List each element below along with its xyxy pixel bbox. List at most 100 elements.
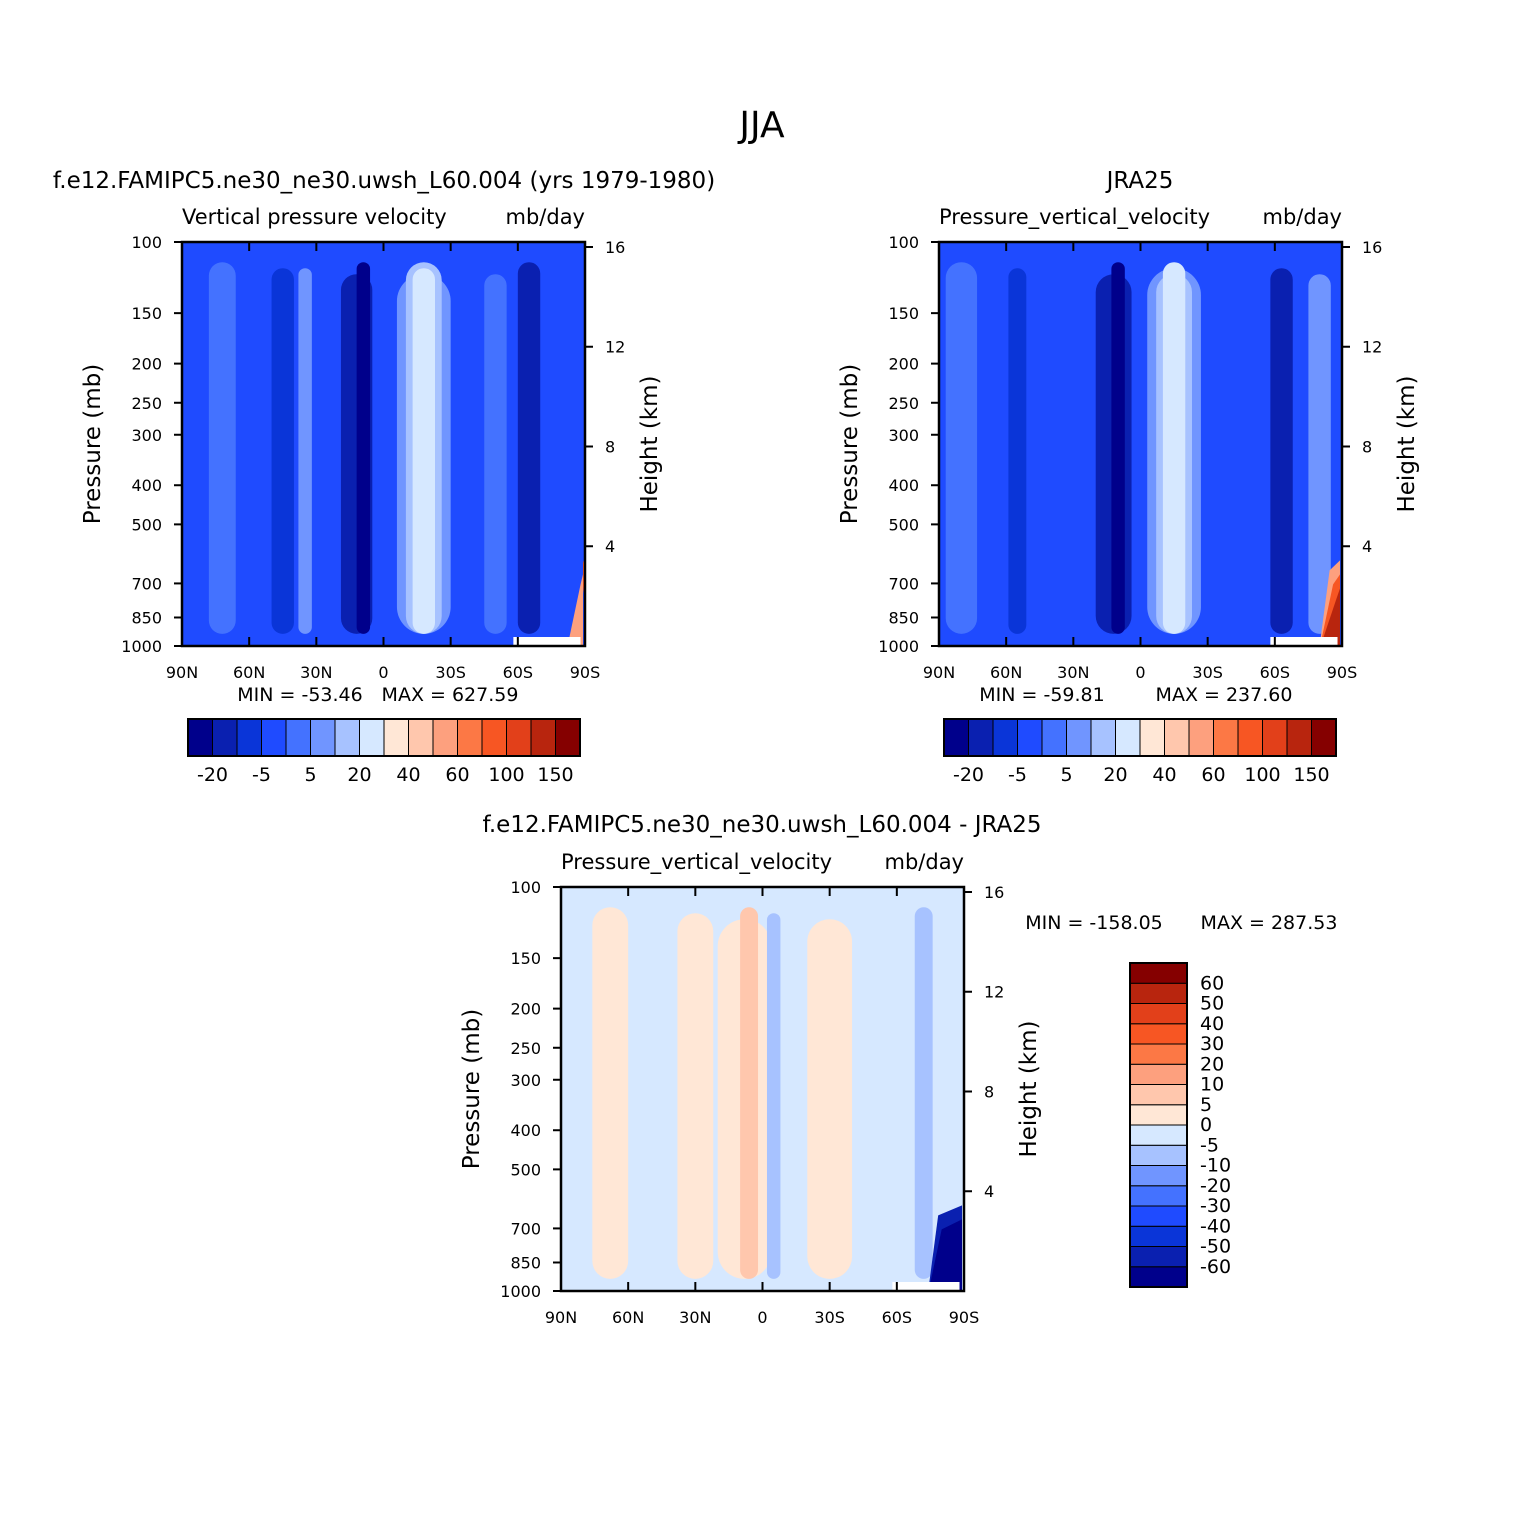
panel-3-colorbar-label: 60 [1200, 972, 1224, 994]
panel-3-contour-field [561, 887, 964, 1291]
panel-1-colorbar-box [530, 718, 556, 757]
panel-2-contour-band [1270, 268, 1293, 634]
panel-3-x-tick-label: 60S [882, 1308, 913, 1327]
panel-2-contour-band [1308, 274, 1331, 634]
panel-1-y-tick-label: 1000 [121, 637, 162, 656]
panel-2-x-tick-label: 60N [990, 663, 1022, 682]
panel-1-colorbar-label: 40 [396, 764, 420, 786]
panel-1-x-tick-label: 30N [300, 663, 332, 682]
panel-3-y-tick-label: 250 [510, 1039, 541, 1058]
panel-1-terrain-mask [513, 637, 581, 646]
panel-3-colorbar-label: -50 [1200, 1236, 1231, 1258]
panel-2-colorbar-box [1262, 718, 1288, 757]
panel-2-colorbar: -20 -5 5 20 40 60 100 150 [943, 718, 1337, 786]
panel-1-x-tick-label: 60S [503, 663, 534, 682]
panel-3-colorbar-label: 40 [1200, 1013, 1224, 1035]
panel-3-colorbar-box [1129, 962, 1188, 984]
panel-1-contour-band [208, 262, 236, 634]
panel-1-colorbar-box [261, 718, 287, 757]
panel-3-colorbar-box [1129, 1205, 1188, 1227]
panel-1-y-tick-label: 100 [131, 233, 162, 252]
panel-1-y-axis-title: Pressure (mb) [80, 364, 106, 524]
panel-3-colorbar-box [1129, 1246, 1188, 1268]
panel-1-colorbar-box [187, 718, 213, 757]
panel-3-terrain-mask [892, 1282, 960, 1291]
panel-1-surface-band [567, 574, 583, 646]
panel-2-colorbar-label: 100 [1244, 764, 1280, 786]
panel-3-colorbar-box [1129, 1165, 1188, 1187]
panel-1-colorbar-label: 20 [347, 764, 371, 786]
panel-1-colorbar-box [506, 718, 532, 757]
panel-3-colorbar-box [1129, 1266, 1188, 1288]
panel-2-colorbar-box [1213, 718, 1239, 757]
panel-2-colorbar-label: -5 [1008, 764, 1027, 786]
panel-3-colorbar-box [1129, 1144, 1188, 1166]
panel-1-colorbar-box [481, 718, 507, 757]
panel-3-x-tick-label: 30N [679, 1308, 711, 1327]
panel-3-colorbar-label: 10 [1200, 1074, 1224, 1096]
panel-1-colorbar-box [212, 718, 238, 757]
panel-1-x-tick-label: 90S [570, 663, 601, 682]
panel-2-colorbar-box [1115, 718, 1141, 757]
panel-3-x-tick-label: 60N [612, 1308, 644, 1327]
panel-2-contour-band [1111, 262, 1125, 634]
panel-3-max-label: MAX = 287.53 [1201, 912, 1338, 934]
panel-1-colorbar-box [457, 718, 483, 757]
panel-3-colorbar-box [1129, 1225, 1188, 1247]
panel-2-x-tick-label: 60S [1260, 663, 1291, 682]
panel-2-contour-band [1162, 262, 1186, 634]
panel-2-units: mb/day [1263, 205, 1343, 229]
panel-1-contour-band [356, 262, 371, 634]
panel-3-y2-tick-label: 4 [984, 1182, 994, 1201]
panel-1-min-label: MIN = -53.46 [237, 684, 362, 706]
panel-2-colorbar-box [1017, 718, 1043, 757]
panel-3: f.e12.FAMIPC5.ne30_ne30.uwsh_L60.004 - J… [459, 812, 1337, 1327]
panel-2-contour-field [939, 242, 1342, 646]
panel-2-colorbar-box [1090, 718, 1116, 757]
panel-1-units: mb/day [506, 205, 586, 229]
panel-1-colorbar: -20 -5 5 20 40 60 100 150 [187, 718, 581, 786]
panel-1-title: f.e12.FAMIPC5.ne30_ne30.uwsh_L60.004 (yr… [53, 168, 715, 194]
panel-1-y-tick-label: 700 [131, 574, 162, 593]
panel-3-y2-tick-label: 8 [984, 1082, 994, 1101]
panel-1-x-tick-label: 60N [233, 663, 265, 682]
panel-1-y-tick-label: 200 [131, 355, 162, 374]
panel-1-y-tick-label: 850 [131, 608, 162, 627]
panel-2-colorbar-box [1237, 718, 1263, 757]
panel-3-y-tick-label: 850 [510, 1253, 541, 1272]
panel-3-colorbar-label: 5 [1200, 1094, 1212, 1116]
panel-1-max-label: MAX = 627.59 [382, 684, 519, 706]
panel-3-y-tick-label: 200 [510, 1000, 541, 1019]
panel-2-contour-band [945, 262, 978, 634]
panel-1-colorbar-box [408, 718, 434, 757]
panel-3-x-tick-label: 90S [949, 1308, 980, 1327]
panel-2-terrain-mask [1270, 637, 1338, 646]
panel-2-y-tick-label: 250 [888, 394, 919, 413]
panel-2-colorbar-box [1164, 718, 1190, 757]
panel-3-colorbar-label: 20 [1200, 1053, 1224, 1075]
panel-3-colorbar-box [1129, 1185, 1188, 1207]
panel-1-x-tick-label: 90N [166, 663, 198, 682]
panel-2-colorbar-box [943, 718, 969, 757]
panel-2-y-axis-title: Pressure (mb) [837, 364, 863, 524]
panel-2-colorbar-box [992, 718, 1018, 757]
panel-2-x-tick-label: 90N [923, 663, 955, 682]
panel-2-max-label: MAX = 237.60 [1156, 684, 1293, 706]
panel-3-contour-band [740, 907, 759, 1279]
panel-2-surface-band [1320, 588, 1340, 646]
panel-3-y-tick-label: 300 [510, 1071, 541, 1090]
panel-3-y-tick-label: 1000 [500, 1282, 541, 1301]
panel-3-colorbar-frame [1129, 962, 1188, 1288]
panel-3-variable: Pressure_vertical_velocity [561, 850, 832, 875]
panel-3-contour-band [766, 913, 781, 1279]
panel-2-colorbar-label: 150 [1293, 764, 1329, 786]
panel-3-colorbar-label: -30 [1200, 1195, 1231, 1217]
panel-3-colorbar-box [1129, 982, 1188, 1004]
panel-2-y-tick-label: 850 [888, 608, 919, 627]
panel-3-min-label: MIN = -158.05 [1025, 912, 1163, 934]
panel-3-contour-band [807, 919, 853, 1279]
panel-1: f.e12.FAMIPC5.ne30_ne30.uwsh_L60.004 (yr… [53, 168, 715, 786]
panel-1-colorbar-box [236, 718, 262, 757]
